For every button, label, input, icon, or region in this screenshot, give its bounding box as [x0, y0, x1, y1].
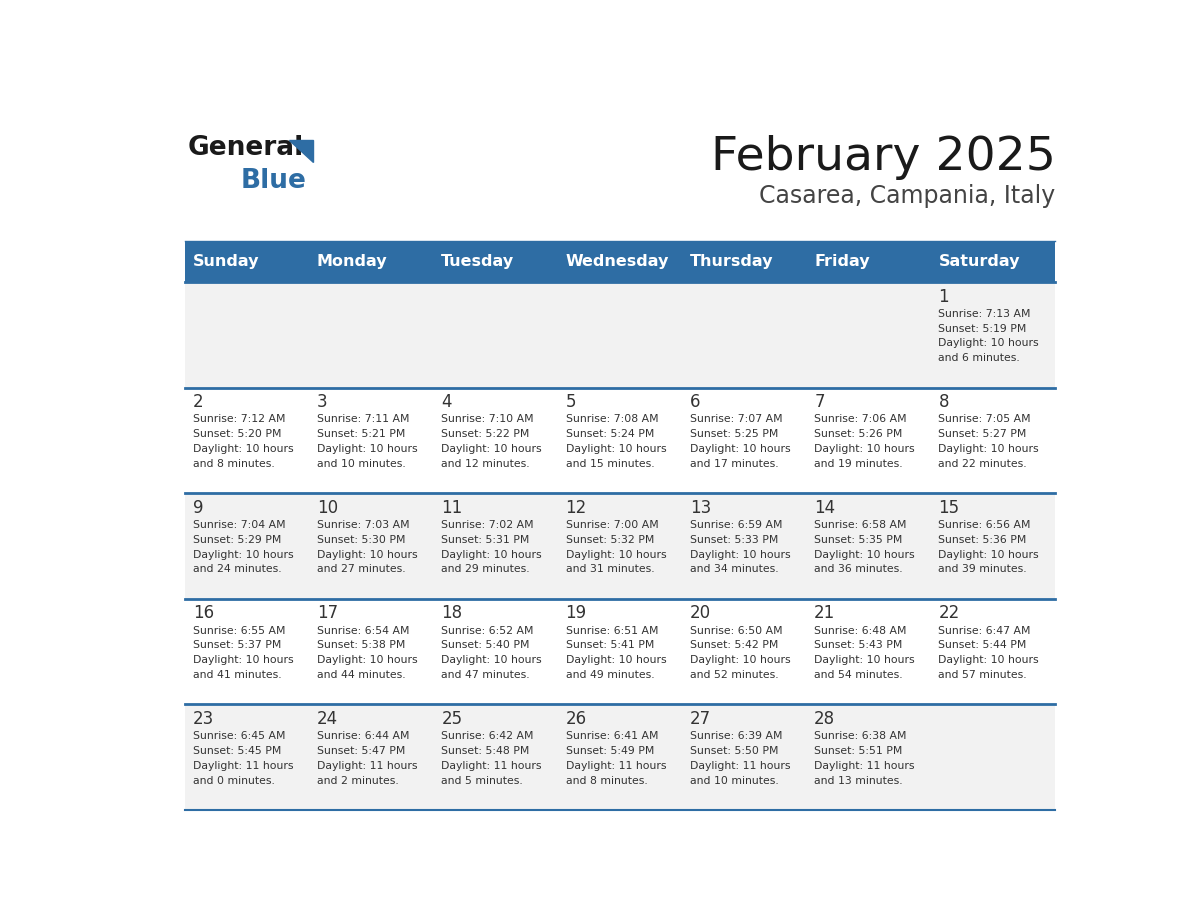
Text: 15: 15 — [939, 498, 960, 517]
Text: 11: 11 — [441, 498, 462, 517]
Text: Sunrise: 6:56 AM
Sunset: 5:36 PM
Daylight: 10 hours
and 39 minutes.: Sunrise: 6:56 AM Sunset: 5:36 PM Dayligh… — [939, 520, 1040, 575]
Bar — [185, 493, 1055, 599]
Text: 18: 18 — [441, 604, 462, 622]
Bar — [185, 599, 1055, 704]
Text: Sunrise: 7:04 AM
Sunset: 5:29 PM
Daylight: 10 hours
and 24 minutes.: Sunrise: 7:04 AM Sunset: 5:29 PM Dayligh… — [192, 520, 293, 575]
Text: Sunrise: 7:00 AM
Sunset: 5:32 PM
Daylight: 10 hours
and 31 minutes.: Sunrise: 7:00 AM Sunset: 5:32 PM Dayligh… — [565, 520, 666, 575]
Text: Blue: Blue — [240, 168, 307, 194]
Text: 12: 12 — [565, 498, 587, 517]
Text: Tuesday: Tuesday — [441, 254, 514, 269]
Text: Sunrise: 6:55 AM
Sunset: 5:37 PM
Daylight: 10 hours
and 41 minutes.: Sunrise: 6:55 AM Sunset: 5:37 PM Dayligh… — [192, 625, 293, 680]
Text: 9: 9 — [192, 498, 203, 517]
Text: Saturday: Saturday — [939, 254, 1020, 269]
Text: Sunrise: 7:02 AM
Sunset: 5:31 PM
Daylight: 10 hours
and 29 minutes.: Sunrise: 7:02 AM Sunset: 5:31 PM Dayligh… — [441, 520, 542, 575]
Text: 6: 6 — [690, 393, 701, 411]
Text: Wednesday: Wednesday — [565, 254, 669, 269]
Text: Sunrise: 6:38 AM
Sunset: 5:51 PM
Daylight: 11 hours
and 13 minutes.: Sunrise: 6:38 AM Sunset: 5:51 PM Dayligh… — [814, 732, 915, 786]
Text: Sunrise: 6:52 AM
Sunset: 5:40 PM
Daylight: 10 hours
and 47 minutes.: Sunrise: 6:52 AM Sunset: 5:40 PM Dayligh… — [441, 625, 542, 680]
Text: 16: 16 — [192, 604, 214, 622]
Text: Sunrise: 6:59 AM
Sunset: 5:33 PM
Daylight: 10 hours
and 34 minutes.: Sunrise: 6:59 AM Sunset: 5:33 PM Dayligh… — [690, 520, 790, 575]
Bar — [185, 387, 1055, 493]
Text: 5: 5 — [565, 393, 576, 411]
Text: Sunrise: 6:54 AM
Sunset: 5:38 PM
Daylight: 10 hours
and 44 minutes.: Sunrise: 6:54 AM Sunset: 5:38 PM Dayligh… — [317, 625, 418, 680]
Text: Sunrise: 6:45 AM
Sunset: 5:45 PM
Daylight: 11 hours
and 0 minutes.: Sunrise: 6:45 AM Sunset: 5:45 PM Dayligh… — [192, 732, 293, 786]
Text: Sunrise: 7:03 AM
Sunset: 5:30 PM
Daylight: 10 hours
and 27 minutes.: Sunrise: 7:03 AM Sunset: 5:30 PM Dayligh… — [317, 520, 418, 575]
Text: Monday: Monday — [317, 254, 387, 269]
Text: 13: 13 — [690, 498, 712, 517]
Text: Sunrise: 7:06 AM
Sunset: 5:26 PM
Daylight: 10 hours
and 19 minutes.: Sunrise: 7:06 AM Sunset: 5:26 PM Dayligh… — [814, 414, 915, 469]
Text: Sunrise: 7:08 AM
Sunset: 5:24 PM
Daylight: 10 hours
and 15 minutes.: Sunrise: 7:08 AM Sunset: 5:24 PM Dayligh… — [565, 414, 666, 469]
Bar — [185, 241, 1055, 282]
Text: Sunrise: 6:47 AM
Sunset: 5:44 PM
Daylight: 10 hours
and 57 minutes.: Sunrise: 6:47 AM Sunset: 5:44 PM Dayligh… — [939, 625, 1040, 680]
Text: Sunrise: 7:11 AM
Sunset: 5:21 PM
Daylight: 10 hours
and 10 minutes.: Sunrise: 7:11 AM Sunset: 5:21 PM Dayligh… — [317, 414, 418, 469]
Text: Sunrise: 7:12 AM
Sunset: 5:20 PM
Daylight: 10 hours
and 8 minutes.: Sunrise: 7:12 AM Sunset: 5:20 PM Dayligh… — [192, 414, 293, 469]
Text: 10: 10 — [317, 498, 339, 517]
Text: Friday: Friday — [814, 254, 870, 269]
Text: Sunrise: 6:41 AM
Sunset: 5:49 PM
Daylight: 11 hours
and 8 minutes.: Sunrise: 6:41 AM Sunset: 5:49 PM Dayligh… — [565, 732, 666, 786]
Text: 26: 26 — [565, 710, 587, 728]
Text: Sunrise: 7:13 AM
Sunset: 5:19 PM
Daylight: 10 hours
and 6 minutes.: Sunrise: 7:13 AM Sunset: 5:19 PM Dayligh… — [939, 308, 1040, 364]
Text: Sunrise: 6:51 AM
Sunset: 5:41 PM
Daylight: 10 hours
and 49 minutes.: Sunrise: 6:51 AM Sunset: 5:41 PM Dayligh… — [565, 625, 666, 680]
Bar — [185, 704, 1055, 810]
Text: 17: 17 — [317, 604, 339, 622]
Bar — [185, 282, 1055, 387]
Text: General: General — [188, 135, 303, 161]
Text: Sunrise: 6:44 AM
Sunset: 5:47 PM
Daylight: 11 hours
and 2 minutes.: Sunrise: 6:44 AM Sunset: 5:47 PM Dayligh… — [317, 732, 417, 786]
Text: Sunday: Sunday — [192, 254, 259, 269]
Text: 7: 7 — [814, 393, 824, 411]
Text: Sunrise: 7:07 AM
Sunset: 5:25 PM
Daylight: 10 hours
and 17 minutes.: Sunrise: 7:07 AM Sunset: 5:25 PM Dayligh… — [690, 414, 790, 469]
Text: February 2025: February 2025 — [710, 135, 1055, 180]
Text: 22: 22 — [939, 604, 960, 622]
Text: Sunrise: 6:39 AM
Sunset: 5:50 PM
Daylight: 11 hours
and 10 minutes.: Sunrise: 6:39 AM Sunset: 5:50 PM Dayligh… — [690, 732, 790, 786]
Polygon shape — [290, 140, 314, 162]
Text: 25: 25 — [441, 710, 462, 728]
Text: Sunrise: 6:50 AM
Sunset: 5:42 PM
Daylight: 10 hours
and 52 minutes.: Sunrise: 6:50 AM Sunset: 5:42 PM Dayligh… — [690, 625, 790, 680]
Text: 28: 28 — [814, 710, 835, 728]
Text: 19: 19 — [565, 604, 587, 622]
Text: 4: 4 — [441, 393, 451, 411]
Text: Sunrise: 7:05 AM
Sunset: 5:27 PM
Daylight: 10 hours
and 22 minutes.: Sunrise: 7:05 AM Sunset: 5:27 PM Dayligh… — [939, 414, 1040, 469]
Text: 8: 8 — [939, 393, 949, 411]
Text: 27: 27 — [690, 710, 710, 728]
Text: 23: 23 — [192, 710, 214, 728]
Text: 14: 14 — [814, 498, 835, 517]
Text: Thursday: Thursday — [690, 254, 773, 269]
Text: Sunrise: 6:58 AM
Sunset: 5:35 PM
Daylight: 10 hours
and 36 minutes.: Sunrise: 6:58 AM Sunset: 5:35 PM Dayligh… — [814, 520, 915, 575]
Text: 1: 1 — [939, 287, 949, 306]
Text: 2: 2 — [192, 393, 203, 411]
Text: Casarea, Campania, Italy: Casarea, Campania, Italy — [759, 185, 1055, 208]
Text: 24: 24 — [317, 710, 339, 728]
Text: 20: 20 — [690, 604, 710, 622]
Text: Sunrise: 6:42 AM
Sunset: 5:48 PM
Daylight: 11 hours
and 5 minutes.: Sunrise: 6:42 AM Sunset: 5:48 PM Dayligh… — [441, 732, 542, 786]
Text: 3: 3 — [317, 393, 328, 411]
Text: Sunrise: 7:10 AM
Sunset: 5:22 PM
Daylight: 10 hours
and 12 minutes.: Sunrise: 7:10 AM Sunset: 5:22 PM Dayligh… — [441, 414, 542, 469]
Text: 21: 21 — [814, 604, 835, 622]
Text: Sunrise: 6:48 AM
Sunset: 5:43 PM
Daylight: 10 hours
and 54 minutes.: Sunrise: 6:48 AM Sunset: 5:43 PM Dayligh… — [814, 625, 915, 680]
